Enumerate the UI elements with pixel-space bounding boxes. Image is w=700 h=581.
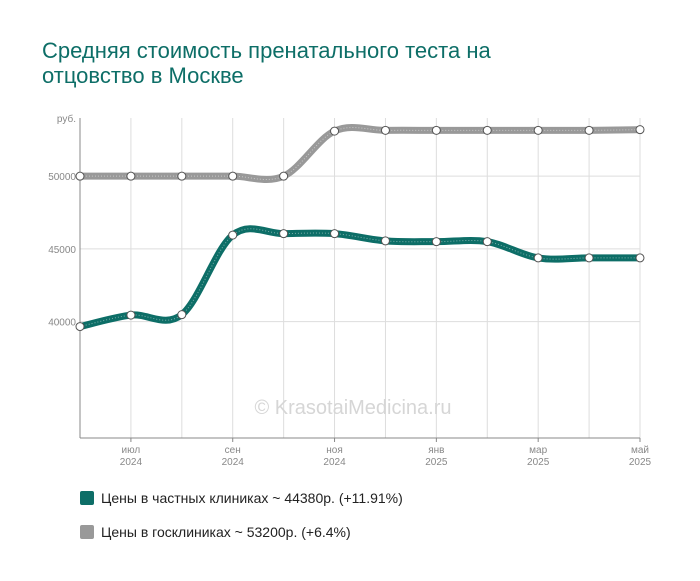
legend: Цены в частных клиниках ~ 44380р. (+11.9… — [80, 487, 403, 555]
y-tick-label: 45000 — [48, 245, 76, 256]
data-point-public — [330, 126, 340, 136]
series-line-public — [76, 124, 644, 183]
x-tick-label-month: июл — [122, 445, 141, 456]
grid — [80, 118, 641, 438]
series-line-texture-public — [80, 127, 641, 180]
axes: руб.400004500050000июл2024сен2024ноя2024… — [48, 113, 651, 468]
chart-title-line-1: Средняя стоимость пренатального теста на — [42, 38, 491, 63]
legend-item-public[interactable]: Цены в госклиниках ~ 53200р. (+6.4%) — [80, 521, 403, 543]
data-point-public — [380, 125, 390, 135]
x-tick-label-month: сен — [225, 445, 241, 456]
x-tick-label-year: 2025 — [629, 457, 652, 468]
data-point-public — [431, 125, 441, 135]
data-point-public — [279, 171, 289, 181]
legend-item-private[interactable]: Цены в частных клиниках ~ 44380р. (+11.9… — [80, 487, 403, 509]
y-unit-label: руб. — [57, 113, 76, 125]
x-tick-label-year: 2025 — [527, 457, 550, 468]
y-tick-label: 50000 — [48, 172, 76, 183]
data-point-private — [431, 237, 441, 247]
data-point-private — [482, 237, 492, 247]
legend-label-private: Цены в частных клиниках ~ 44380р. (+11.9… — [101, 490, 403, 506]
data-point-public — [533, 125, 543, 135]
data-point-public — [228, 171, 238, 181]
legend-label-public: Цены в госклиниках ~ 53200р. (+6.4%) — [101, 524, 351, 540]
chart-title: Средняя стоимость пренатального теста на… — [42, 38, 642, 88]
x-tick-label-month: мар — [529, 445, 547, 456]
legend-swatch-public — [80, 525, 94, 539]
data-point-private — [584, 253, 594, 263]
data-point-public — [126, 171, 136, 181]
data-point-public — [482, 125, 492, 135]
series-layer — [75, 124, 645, 332]
x-tick-label-year: 2025 — [425, 457, 448, 468]
legend-swatch-private — [80, 491, 94, 505]
x-tick-label-month: янв — [428, 445, 444, 456]
data-point-public — [177, 171, 187, 181]
data-point-private — [635, 253, 645, 263]
data-point-private — [380, 236, 390, 246]
watermark-text: © KrasotaiMedicina.ru — [254, 397, 451, 419]
x-tick-label-year: 2024 — [120, 457, 143, 468]
data-point-private — [75, 322, 85, 332]
x-tick-label-year: 2024 — [323, 457, 346, 468]
y-tick-label: 40000 — [48, 318, 76, 329]
series-line-private — [76, 225, 644, 331]
data-point-private — [126, 310, 136, 320]
data-point-public — [75, 171, 85, 181]
x-tick-label-month: ноя — [326, 445, 343, 456]
data-point-public — [584, 125, 594, 135]
data-point-private — [533, 253, 543, 263]
data-point-private — [177, 310, 187, 320]
data-point-private — [279, 229, 289, 239]
series-line-texture-private — [79, 228, 640, 328]
data-point-private — [228, 230, 238, 240]
chart-title-line-2: отцовство в Москве — [42, 63, 244, 88]
data-point-private — [330, 229, 340, 239]
x-tick-label-year: 2024 — [222, 457, 245, 468]
x-tick-label-month: май — [631, 445, 649, 456]
data-point-public — [635, 125, 645, 135]
